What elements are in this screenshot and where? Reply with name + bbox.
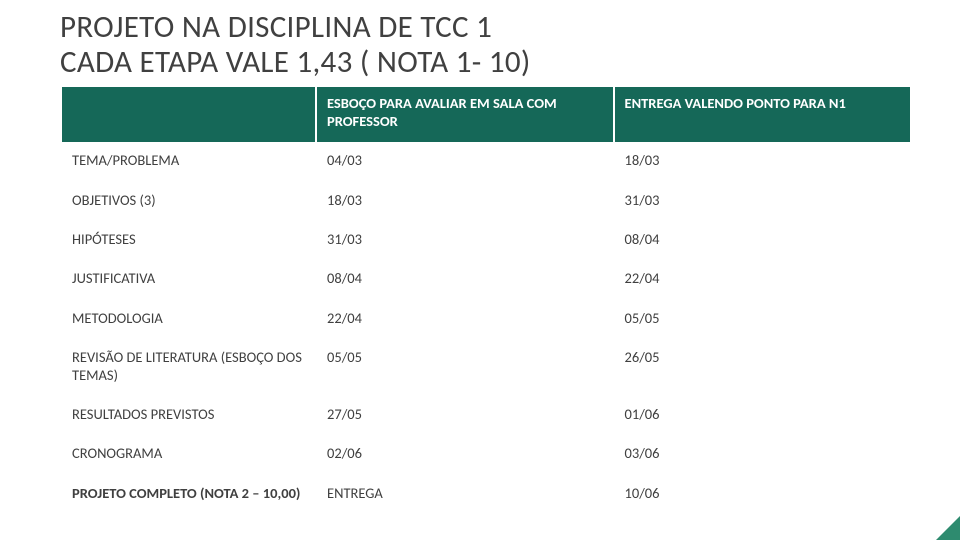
row-delivery-date: 26/05 [614, 340, 912, 397]
row-draft-date: 05/05 [316, 340, 614, 397]
header-cell-delivery: ENTREGA VALENDO PONTO PARA N1 [614, 86, 912, 143]
row-delivery-date: 01/06 [614, 397, 912, 436]
row-label: CRONOGRAMA [61, 436, 316, 475]
row-draft-date: ENTREGA [316, 476, 614, 515]
row-delivery-date: 10/06 [614, 476, 912, 515]
accent-triangle-icon [936, 516, 960, 540]
row-delivery-date: 08/04 [614, 222, 912, 261]
row-draft-date: 18/03 [316, 183, 614, 222]
row-draft-date: 08/04 [316, 261, 614, 300]
table-row: REVISÃO DE LITERATURA (ESBOÇO DOS TEMAS)… [61, 340, 911, 397]
row-draft-date: 22/04 [316, 301, 614, 340]
table-row: RESULTADOS PREVISTOS 27/05 01/06 [61, 397, 911, 436]
table-row: METODOLOGIA 22/04 05/05 [61, 301, 911, 340]
row-label: RESULTADOS PREVISTOS [61, 397, 316, 436]
title-line-2: CADA ETAPA VALE 1,43 ( NOTA 1- 10) [60, 43, 531, 81]
row-delivery-date: 31/03 [614, 183, 912, 222]
table-row: TEMA/PROBLEMA 04/03 18/03 [61, 143, 911, 182]
table-row: PROJETO COMPLETO (NOTA 2 – 10,00) ENTREG… [61, 476, 911, 515]
row-delivery-date: 22/04 [614, 261, 912, 300]
row-label: PROJETO COMPLETO (NOTA 2 – 10,00) [61, 476, 316, 515]
row-delivery-date: 05/05 [614, 301, 912, 340]
row-draft-date: 02/06 [316, 436, 614, 475]
title-line-1: PROJETO NA DISCIPLINA DE TCC 1 [60, 8, 492, 46]
row-label: JUSTIFICATIVA [61, 261, 316, 300]
row-label: TEMA/PROBLEMA [61, 143, 316, 182]
row-label: REVISÃO DE LITERATURA (ESBOÇO DOS TEMAS) [61, 340, 316, 397]
row-delivery-date: 18/03 [614, 143, 912, 182]
header-cell-stage [61, 86, 316, 143]
row-draft-date: 04/03 [316, 143, 614, 182]
row-label: HIPÓTESES [61, 222, 316, 261]
row-label: OBJETIVOS (3) [61, 183, 316, 222]
row-draft-date: 27/05 [316, 397, 614, 436]
slide-title: PROJETO NA DISCIPLINA DE TCC 1 CADA ETAP… [60, 10, 912, 79]
row-delivery-date: 03/06 [614, 436, 912, 475]
header-cell-draft: ESBOÇO PARA AVALIAR EM SALA COM PROFESSO… [316, 86, 614, 143]
table-row: CRONOGRAMA 02/06 03/06 [61, 436, 911, 475]
row-draft-date: 31/03 [316, 222, 614, 261]
row-label: METODOLOGIA [61, 301, 316, 340]
table-row: JUSTIFICATIVA 08/04 22/04 [61, 261, 911, 300]
schedule-table: ESBOÇO PARA AVALIAR EM SALA COM PROFESSO… [60, 85, 912, 516]
table-header-row: ESBOÇO PARA AVALIAR EM SALA COM PROFESSO… [61, 86, 911, 143]
table-row: HIPÓTESES 31/03 08/04 [61, 222, 911, 261]
table-row: OBJETIVOS (3) 18/03 31/03 [61, 183, 911, 222]
